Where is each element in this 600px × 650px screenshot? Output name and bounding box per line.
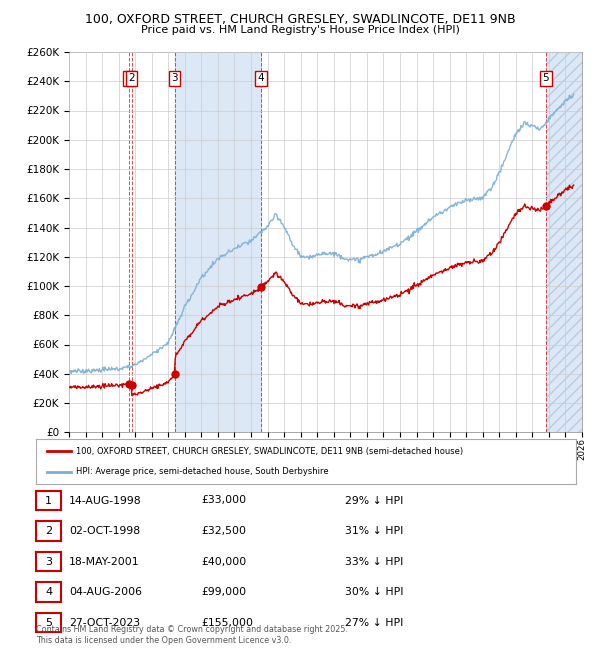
Text: £33,000: £33,000 bbox=[201, 495, 246, 506]
Text: 100, OXFORD STREET, CHURCH GRESLEY, SWADLINCOTE, DE11 9NB (semi-detached house): 100, OXFORD STREET, CHURCH GRESLEY, SWAD… bbox=[77, 447, 464, 456]
Text: Price paid vs. HM Land Registry's House Price Index (HPI): Price paid vs. HM Land Registry's House … bbox=[140, 25, 460, 35]
Text: 3: 3 bbox=[171, 73, 178, 83]
Text: 30% ↓ HPI: 30% ↓ HPI bbox=[345, 587, 404, 597]
Bar bbox=[175, 52, 261, 432]
Bar bbox=[546, 52, 582, 432]
Text: 14-AUG-1998: 14-AUG-1998 bbox=[69, 495, 142, 506]
Text: 02-OCT-1998: 02-OCT-1998 bbox=[69, 526, 140, 536]
Text: 1: 1 bbox=[45, 495, 52, 506]
Text: £40,000: £40,000 bbox=[201, 556, 246, 567]
Text: 2: 2 bbox=[128, 73, 135, 83]
Text: £155,000: £155,000 bbox=[201, 618, 253, 628]
Text: 04-AUG-2006: 04-AUG-2006 bbox=[69, 587, 142, 597]
Text: 3: 3 bbox=[45, 556, 52, 567]
Text: 4: 4 bbox=[257, 73, 264, 83]
Text: £99,000: £99,000 bbox=[201, 587, 246, 597]
Text: HPI: Average price, semi-detached house, South Derbyshire: HPI: Average price, semi-detached house,… bbox=[77, 467, 329, 476]
Bar bbox=[546, 52, 582, 432]
Text: 33% ↓ HPI: 33% ↓ HPI bbox=[345, 556, 403, 567]
Text: 2: 2 bbox=[45, 526, 52, 536]
Text: 5: 5 bbox=[45, 618, 52, 628]
Text: 31% ↓ HPI: 31% ↓ HPI bbox=[345, 526, 403, 536]
Text: £32,500: £32,500 bbox=[201, 526, 246, 536]
Text: 18-MAY-2001: 18-MAY-2001 bbox=[69, 556, 140, 567]
Text: 27% ↓ HPI: 27% ↓ HPI bbox=[345, 618, 403, 628]
Text: 4: 4 bbox=[45, 587, 52, 597]
Text: 1: 1 bbox=[125, 73, 132, 83]
Text: 29% ↓ HPI: 29% ↓ HPI bbox=[345, 495, 403, 506]
Text: 27-OCT-2023: 27-OCT-2023 bbox=[69, 618, 140, 628]
Text: 100, OXFORD STREET, CHURCH GRESLEY, SWADLINCOTE, DE11 9NB: 100, OXFORD STREET, CHURCH GRESLEY, SWAD… bbox=[85, 13, 515, 26]
Text: 5: 5 bbox=[542, 73, 549, 83]
Text: Contains HM Land Registry data © Crown copyright and database right 2025.
This d: Contains HM Land Registry data © Crown c… bbox=[36, 625, 348, 645]
